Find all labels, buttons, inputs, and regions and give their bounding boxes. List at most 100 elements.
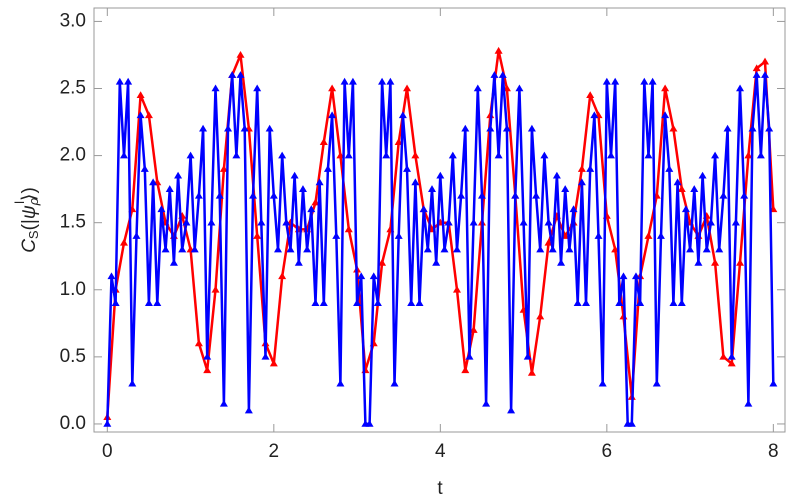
marker xyxy=(203,352,212,360)
marker xyxy=(365,419,374,427)
marker xyxy=(648,77,657,85)
marker xyxy=(332,232,341,239)
marker xyxy=(523,352,532,360)
marker xyxy=(253,84,262,92)
marker xyxy=(457,191,466,199)
marker xyxy=(178,245,187,253)
marker xyxy=(577,165,586,172)
marker xyxy=(423,245,432,253)
marker xyxy=(548,245,557,253)
marker xyxy=(573,299,582,306)
marker xyxy=(607,151,616,159)
marker xyxy=(394,232,403,239)
marker xyxy=(482,399,491,407)
marker xyxy=(727,352,736,360)
marker xyxy=(390,379,399,387)
marker xyxy=(669,299,678,306)
marker xyxy=(119,151,128,159)
marker xyxy=(598,379,607,387)
marker xyxy=(744,399,753,407)
marker xyxy=(761,57,770,65)
y-axis-title: CS(|ψρl⟩) xyxy=(12,187,41,253)
y-title-part: ⟩) xyxy=(19,187,40,201)
marker xyxy=(577,178,586,186)
marker xyxy=(694,258,703,266)
marker xyxy=(186,151,195,159)
marker xyxy=(515,84,524,92)
marker xyxy=(236,71,245,78)
marker xyxy=(182,218,191,226)
y-tick-label: 2.5 xyxy=(60,78,86,99)
marker xyxy=(211,285,220,293)
marker xyxy=(303,245,312,253)
marker xyxy=(111,299,120,306)
marker xyxy=(290,171,299,179)
marker xyxy=(656,232,665,239)
marker xyxy=(224,124,233,132)
marker xyxy=(611,77,620,85)
marker xyxy=(298,185,307,192)
marker xyxy=(269,191,278,199)
marker xyxy=(232,151,241,159)
marker xyxy=(661,111,670,119)
marker xyxy=(702,245,711,253)
marker xyxy=(744,151,753,159)
marker xyxy=(382,151,391,159)
marker xyxy=(561,185,570,192)
marker xyxy=(690,185,699,192)
x-axis-title: t xyxy=(437,478,443,499)
marker xyxy=(140,165,149,172)
y-title-part: ψ xyxy=(19,205,40,219)
marker xyxy=(353,299,362,306)
marker xyxy=(286,245,295,253)
marker xyxy=(665,165,674,172)
marker xyxy=(461,366,470,374)
marker xyxy=(452,285,461,293)
marker xyxy=(719,352,728,360)
marker xyxy=(527,368,536,376)
marker xyxy=(465,352,474,360)
marker xyxy=(128,379,137,387)
y-tick-label: 2.0 xyxy=(60,145,86,166)
marker xyxy=(557,258,566,266)
marker xyxy=(519,218,528,226)
marker xyxy=(411,178,420,186)
marker xyxy=(736,84,745,92)
marker xyxy=(448,151,457,159)
marker xyxy=(752,64,761,72)
marker xyxy=(124,77,133,85)
marker xyxy=(586,91,595,99)
marker xyxy=(136,111,145,119)
series-line xyxy=(106,49,775,418)
marker xyxy=(727,359,736,367)
marker xyxy=(161,245,170,253)
marker xyxy=(240,124,249,132)
marker xyxy=(502,124,511,132)
marker xyxy=(282,218,291,226)
marker xyxy=(552,171,561,179)
marker xyxy=(532,191,541,199)
marker xyxy=(686,245,695,253)
marker xyxy=(103,419,112,427)
marker xyxy=(407,299,416,306)
marker xyxy=(761,71,770,78)
marker xyxy=(249,191,258,199)
marker xyxy=(132,232,141,239)
marker xyxy=(149,178,158,186)
marker xyxy=(769,379,778,387)
marker xyxy=(565,245,574,253)
plot-frame xyxy=(93,7,786,433)
marker xyxy=(344,151,353,159)
marker xyxy=(340,77,349,85)
marker xyxy=(736,258,745,266)
marker xyxy=(348,77,357,85)
marker xyxy=(411,151,420,159)
marker xyxy=(511,191,520,199)
marker xyxy=(415,299,424,306)
marker xyxy=(115,77,124,85)
marker xyxy=(756,151,765,159)
marker xyxy=(311,198,320,206)
marker xyxy=(403,84,412,92)
marker xyxy=(378,258,387,266)
marker xyxy=(194,339,203,347)
